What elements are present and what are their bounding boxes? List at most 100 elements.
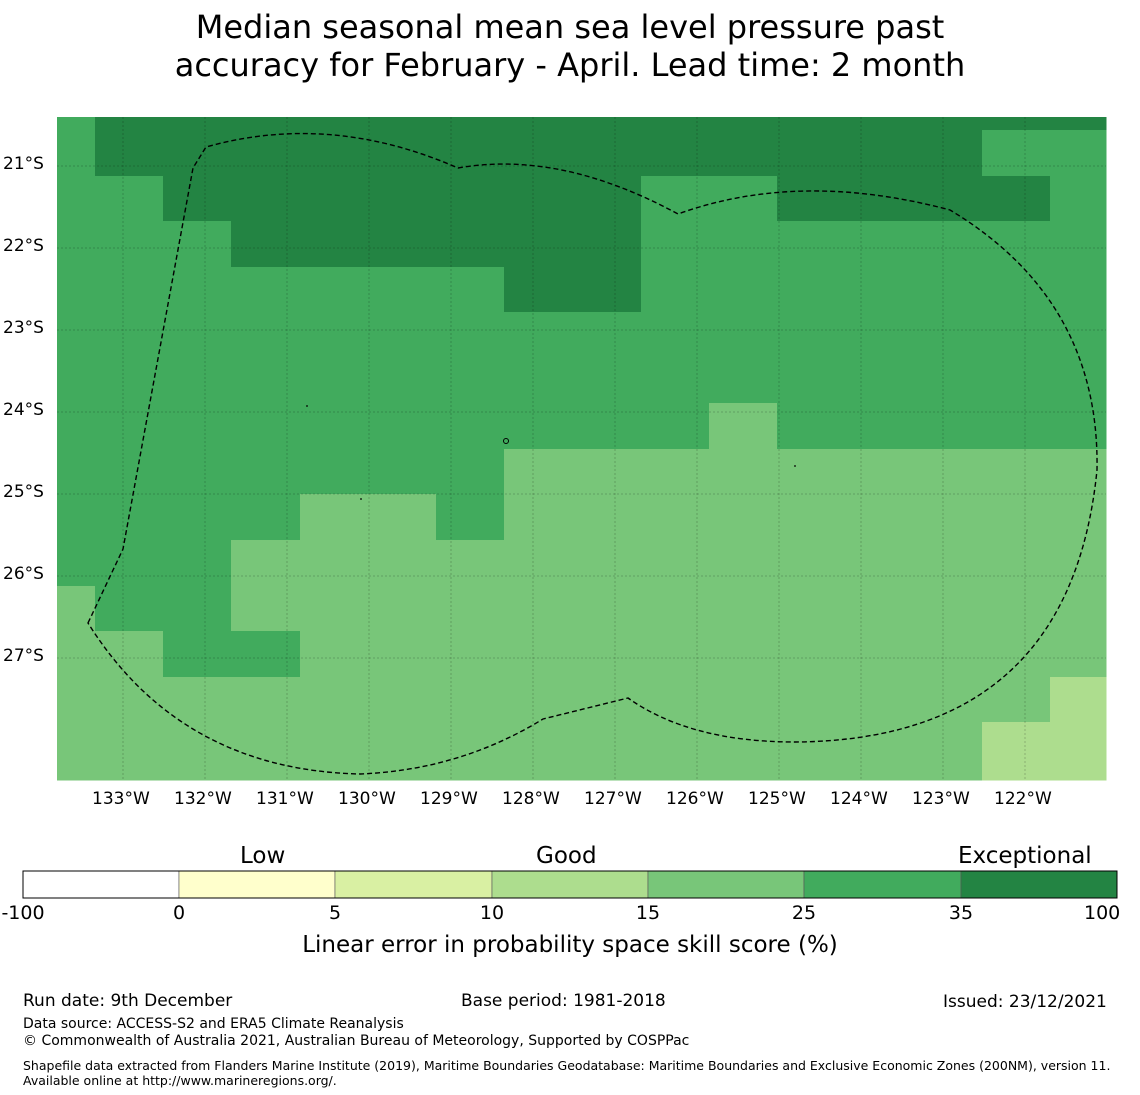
grid-cell bbox=[914, 631, 983, 678]
page-title: Median seasonal mean sea level pressure … bbox=[0, 8, 1140, 84]
grid-cell bbox=[982, 130, 1051, 177]
grid-cell bbox=[1050, 130, 1107, 177]
grid-cell bbox=[368, 631, 437, 678]
grid-cell bbox=[573, 677, 642, 723]
grid-cell bbox=[777, 677, 847, 723]
grid-cell bbox=[368, 403, 437, 450]
grid-cell bbox=[57, 312, 96, 359]
lat-label: 24°S bbox=[3, 400, 44, 420]
grid-cell bbox=[95, 130, 164, 177]
grid-cell bbox=[231, 267, 301, 313]
copyright: © Commonwealth of Australia 2021, Austra… bbox=[23, 1033, 690, 1049]
grid-cell bbox=[573, 130, 642, 177]
grid-cell bbox=[846, 722, 915, 781]
grid-cell bbox=[641, 176, 710, 222]
grid-cell bbox=[300, 449, 369, 495]
grid-cell bbox=[95, 677, 164, 723]
colorbar-segment bbox=[803, 870, 962, 899]
skill-score-grid bbox=[57, 117, 1107, 781]
grid-cell bbox=[57, 677, 96, 723]
grid-cell bbox=[846, 586, 915, 632]
grid-cell bbox=[982, 312, 1051, 359]
grid-cell bbox=[846, 176, 915, 222]
island-marker bbox=[360, 498, 362, 500]
grid-cell bbox=[1050, 677, 1107, 723]
grid-cell bbox=[709, 722, 778, 781]
colorbar-tick: 15 bbox=[635, 902, 661, 924]
grid-cell bbox=[573, 312, 642, 359]
lat-label: 27°S bbox=[3, 646, 44, 666]
title-line-2: accuracy for February - April. Lead time… bbox=[174, 46, 966, 84]
grid-cell bbox=[641, 117, 710, 131]
grid-cell bbox=[777, 631, 847, 678]
grid-cell bbox=[368, 312, 437, 359]
lon-label: 131°W bbox=[256, 789, 314, 809]
grid-cell bbox=[504, 221, 574, 268]
grid-cell bbox=[300, 312, 369, 359]
category-exceptional: Exceptional bbox=[958, 843, 1092, 869]
grid-cell bbox=[368, 358, 437, 404]
lon-label: 130°W bbox=[338, 789, 396, 809]
grid-cell bbox=[300, 130, 369, 177]
grid-cell bbox=[573, 586, 642, 632]
grid-cell bbox=[709, 130, 778, 177]
grid-cell bbox=[573, 631, 642, 678]
grid-cell bbox=[504, 449, 574, 495]
grid-cell bbox=[1050, 117, 1107, 131]
grid-cell bbox=[57, 494, 96, 541]
colorbar-tick: 5 bbox=[328, 902, 342, 924]
grid-cell bbox=[709, 221, 778, 268]
colorbar-tick: 35 bbox=[948, 902, 974, 924]
grid-cell bbox=[914, 358, 983, 404]
grid-cell bbox=[709, 267, 778, 313]
grid-cell bbox=[57, 221, 96, 268]
grid-cell bbox=[982, 494, 1051, 541]
grid-cell bbox=[95, 631, 164, 678]
grid-cell bbox=[709, 358, 778, 404]
grid-cell bbox=[1050, 267, 1107, 313]
grid-cell bbox=[709, 677, 778, 723]
grid-cell bbox=[1050, 312, 1107, 359]
grid-cell bbox=[163, 130, 232, 177]
grid-cell bbox=[846, 358, 915, 404]
grid-cell bbox=[436, 221, 505, 268]
grid-cell bbox=[914, 449, 983, 495]
grid-cell bbox=[163, 449, 232, 495]
grid-cell bbox=[368, 722, 437, 781]
grid-cell bbox=[436, 449, 505, 495]
grid-cell bbox=[300, 117, 369, 131]
graticule bbox=[57, 117, 1106, 780]
grid-cell bbox=[57, 117, 96, 131]
grid-cell bbox=[641, 130, 710, 177]
grid-cell bbox=[504, 677, 574, 723]
grid-cell bbox=[436, 494, 505, 541]
grid-cell bbox=[231, 449, 301, 495]
lat-label: 23°S bbox=[3, 318, 44, 338]
grid-cell bbox=[709, 494, 778, 541]
grid-cell bbox=[57, 176, 96, 222]
lat-label: 26°S bbox=[3, 564, 44, 584]
grid-cell bbox=[95, 586, 164, 632]
title-line-1: Median seasonal mean sea level pressure … bbox=[195, 8, 945, 46]
colorbar-segment bbox=[960, 870, 1118, 899]
grid-cell bbox=[300, 358, 369, 404]
grid-cell bbox=[231, 117, 301, 131]
grid-cell bbox=[95, 117, 164, 131]
grid-cell bbox=[709, 586, 778, 632]
grid-cell bbox=[368, 586, 437, 632]
grid-cell bbox=[57, 586, 96, 632]
grid-cell bbox=[163, 117, 232, 131]
grid-cell bbox=[1050, 358, 1107, 404]
lon-label: 132°W bbox=[174, 789, 232, 809]
grid-cell bbox=[641, 722, 710, 781]
grid-cell bbox=[163, 586, 232, 632]
lon-label: 126°W bbox=[666, 789, 724, 809]
grid-cell bbox=[641, 312, 710, 359]
grid-cell bbox=[709, 117, 778, 131]
grid-cell bbox=[504, 130, 574, 177]
colorbar-segment bbox=[647, 870, 805, 899]
grid-cell bbox=[231, 540, 301, 587]
grid-cell bbox=[777, 176, 847, 222]
grid-cell bbox=[300, 677, 369, 723]
